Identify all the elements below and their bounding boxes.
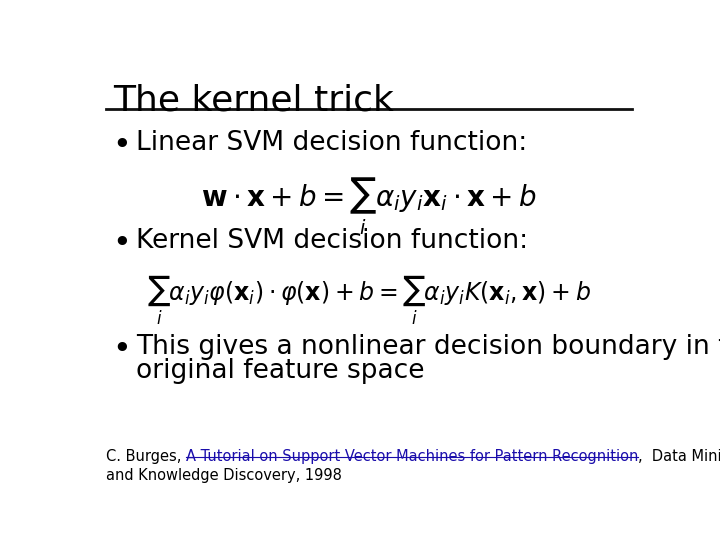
Text: •: • — [112, 228, 131, 259]
Text: This gives a nonlinear decision boundary in the: This gives a nonlinear decision boundary… — [136, 334, 720, 360]
Text: The kernel trick: The kernel trick — [114, 84, 395, 118]
Text: ,  Data Mining: , Data Mining — [638, 449, 720, 464]
Text: and Knowledge Discovery, 1998: and Knowledge Discovery, 1998 — [106, 468, 341, 483]
Text: $\mathbf{w} \cdot \mathbf{x} + b = \sum_i \alpha_i y_i \mathbf{x}_i \cdot \mathb: $\mathbf{w} \cdot \mathbf{x} + b = \sum_… — [201, 175, 537, 237]
Text: •: • — [112, 334, 131, 365]
Text: •: • — [112, 130, 131, 161]
Text: Linear SVM decision function:: Linear SVM decision function: — [136, 130, 527, 156]
Text: C. Burges,: C. Burges, — [106, 449, 186, 464]
Text: A Tutorial on Support Vector Machines for Pattern Recognition: A Tutorial on Support Vector Machines fo… — [186, 449, 638, 464]
Text: original feature space: original feature space — [136, 359, 424, 384]
Text: Kernel SVM decision function:: Kernel SVM decision function: — [136, 228, 528, 254]
Text: $\sum_i \alpha_i y_i \varphi(\mathbf{x}_i) \cdot \varphi(\mathbf{x}) + b = \sum_: $\sum_i \alpha_i y_i \varphi(\mathbf{x}_… — [147, 274, 591, 327]
